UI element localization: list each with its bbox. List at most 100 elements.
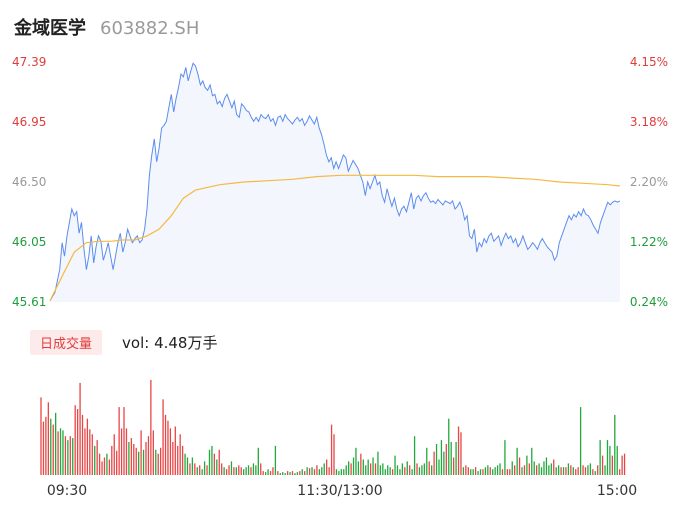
volume-bar (286, 471, 289, 475)
volume-bar (142, 449, 145, 475)
volume-value: 4.48万手 (154, 333, 218, 352)
volume-bar (389, 467, 391, 475)
volume-bar (521, 467, 523, 475)
volume-bar (257, 447, 259, 475)
volume-bar (62, 430, 64, 475)
volume-bar (433, 451, 435, 475)
volume-bar (118, 407, 120, 475)
volume-bar (484, 467, 487, 475)
volume-bar (179, 434, 181, 475)
volume-bar (611, 455, 613, 475)
volume-bar (247, 465, 250, 475)
volume-bar (218, 449, 220, 475)
volume-bar (138, 451, 140, 475)
x-tick-label: 15:00 (597, 483, 637, 499)
volume-bar (147, 436, 150, 475)
volume-bar (103, 457, 106, 475)
volume-bar (421, 465, 423, 475)
volume-bar (448, 418, 450, 475)
price-area-fill (50, 63, 620, 302)
volume-bar (264, 472, 267, 475)
volume-bar (186, 457, 189, 475)
volume-bar (567, 463, 570, 475)
daily-volume-tag[interactable]: 日成交量 (30, 329, 103, 355)
volume-bar (455, 442, 457, 475)
y-right-tick-label: 4.15% (630, 55, 668, 69)
volume-bar (387, 465, 389, 475)
volume-bar (45, 416, 47, 475)
volume-bar (531, 447, 533, 475)
volume-bar (208, 449, 211, 475)
volume-bar (306, 467, 308, 475)
volume-bar (330, 424, 333, 475)
volume-bar (59, 428, 62, 475)
volume-readout: vol: 4.48万手 (122, 332, 217, 353)
volume-bar (140, 430, 142, 475)
volume-bar (555, 467, 557, 475)
volume-bar (394, 455, 396, 475)
volume-bar (221, 463, 223, 475)
average-price-line (49, 174, 620, 301)
volume-bar (465, 465, 467, 475)
volume-bar (575, 469, 577, 475)
volume-bar (577, 467, 579, 475)
volume-bar (260, 463, 262, 475)
volume-bar (333, 434, 335, 475)
volume-bar (365, 465, 367, 475)
volume-bar (128, 442, 130, 475)
volume-bar (106, 453, 108, 475)
volume-bar (96, 440, 98, 475)
volume-bar (594, 471, 596, 475)
volume-bar (116, 450, 118, 476)
volume-bar (416, 463, 418, 475)
volume-bar (474, 467, 477, 475)
volume-bar (228, 465, 230, 475)
volume-bar (401, 463, 404, 475)
volume-bar (514, 465, 516, 475)
volume-bar (350, 463, 352, 475)
volume-bar (155, 449, 157, 475)
volume-bar (76, 409, 79, 475)
volume-bar (245, 467, 247, 475)
volume-bar (135, 447, 137, 475)
volume-bar (572, 467, 574, 475)
volume-bar (262, 471, 264, 475)
volume-bar (250, 467, 252, 475)
volume-bar (543, 461, 545, 475)
volume-bar (55, 412, 57, 475)
volume-bar (235, 467, 237, 475)
volume-bar (313, 469, 316, 475)
volume-bar (587, 465, 589, 475)
volume-bar (623, 453, 626, 475)
volume-bar (589, 463, 592, 475)
volume-bar (494, 467, 496, 475)
volume-bar (279, 473, 281, 475)
stock-code: 603882.SH (100, 18, 200, 39)
volume-bar (133, 444, 135, 475)
volume-bar (216, 459, 218, 475)
volume-bar (526, 455, 528, 475)
volume-bar (606, 440, 609, 475)
volume-bar (452, 457, 455, 475)
volume-bar (311, 467, 313, 475)
volume-bar (120, 428, 123, 475)
volume-bar (282, 472, 284, 475)
y-right-tick-label: 2.20% (630, 175, 668, 189)
volume-bar (614, 414, 616, 475)
volume-bar (479, 469, 482, 475)
volume-bar (518, 457, 521, 475)
volume-bar (482, 469, 484, 475)
volume-bar (203, 461, 206, 475)
volume-bar (460, 432, 462, 475)
volume-bar (89, 429, 91, 475)
volume-bar (523, 465, 526, 475)
volume-bar (289, 472, 291, 475)
volume-bar (64, 436, 67, 475)
volume-bar (411, 469, 413, 475)
volume-bar (404, 467, 406, 475)
volume-bar (294, 473, 296, 475)
volume-bar (372, 457, 374, 475)
volume-bar (506, 469, 509, 475)
volume-bar (406, 461, 408, 475)
volume-bar (72, 438, 74, 475)
